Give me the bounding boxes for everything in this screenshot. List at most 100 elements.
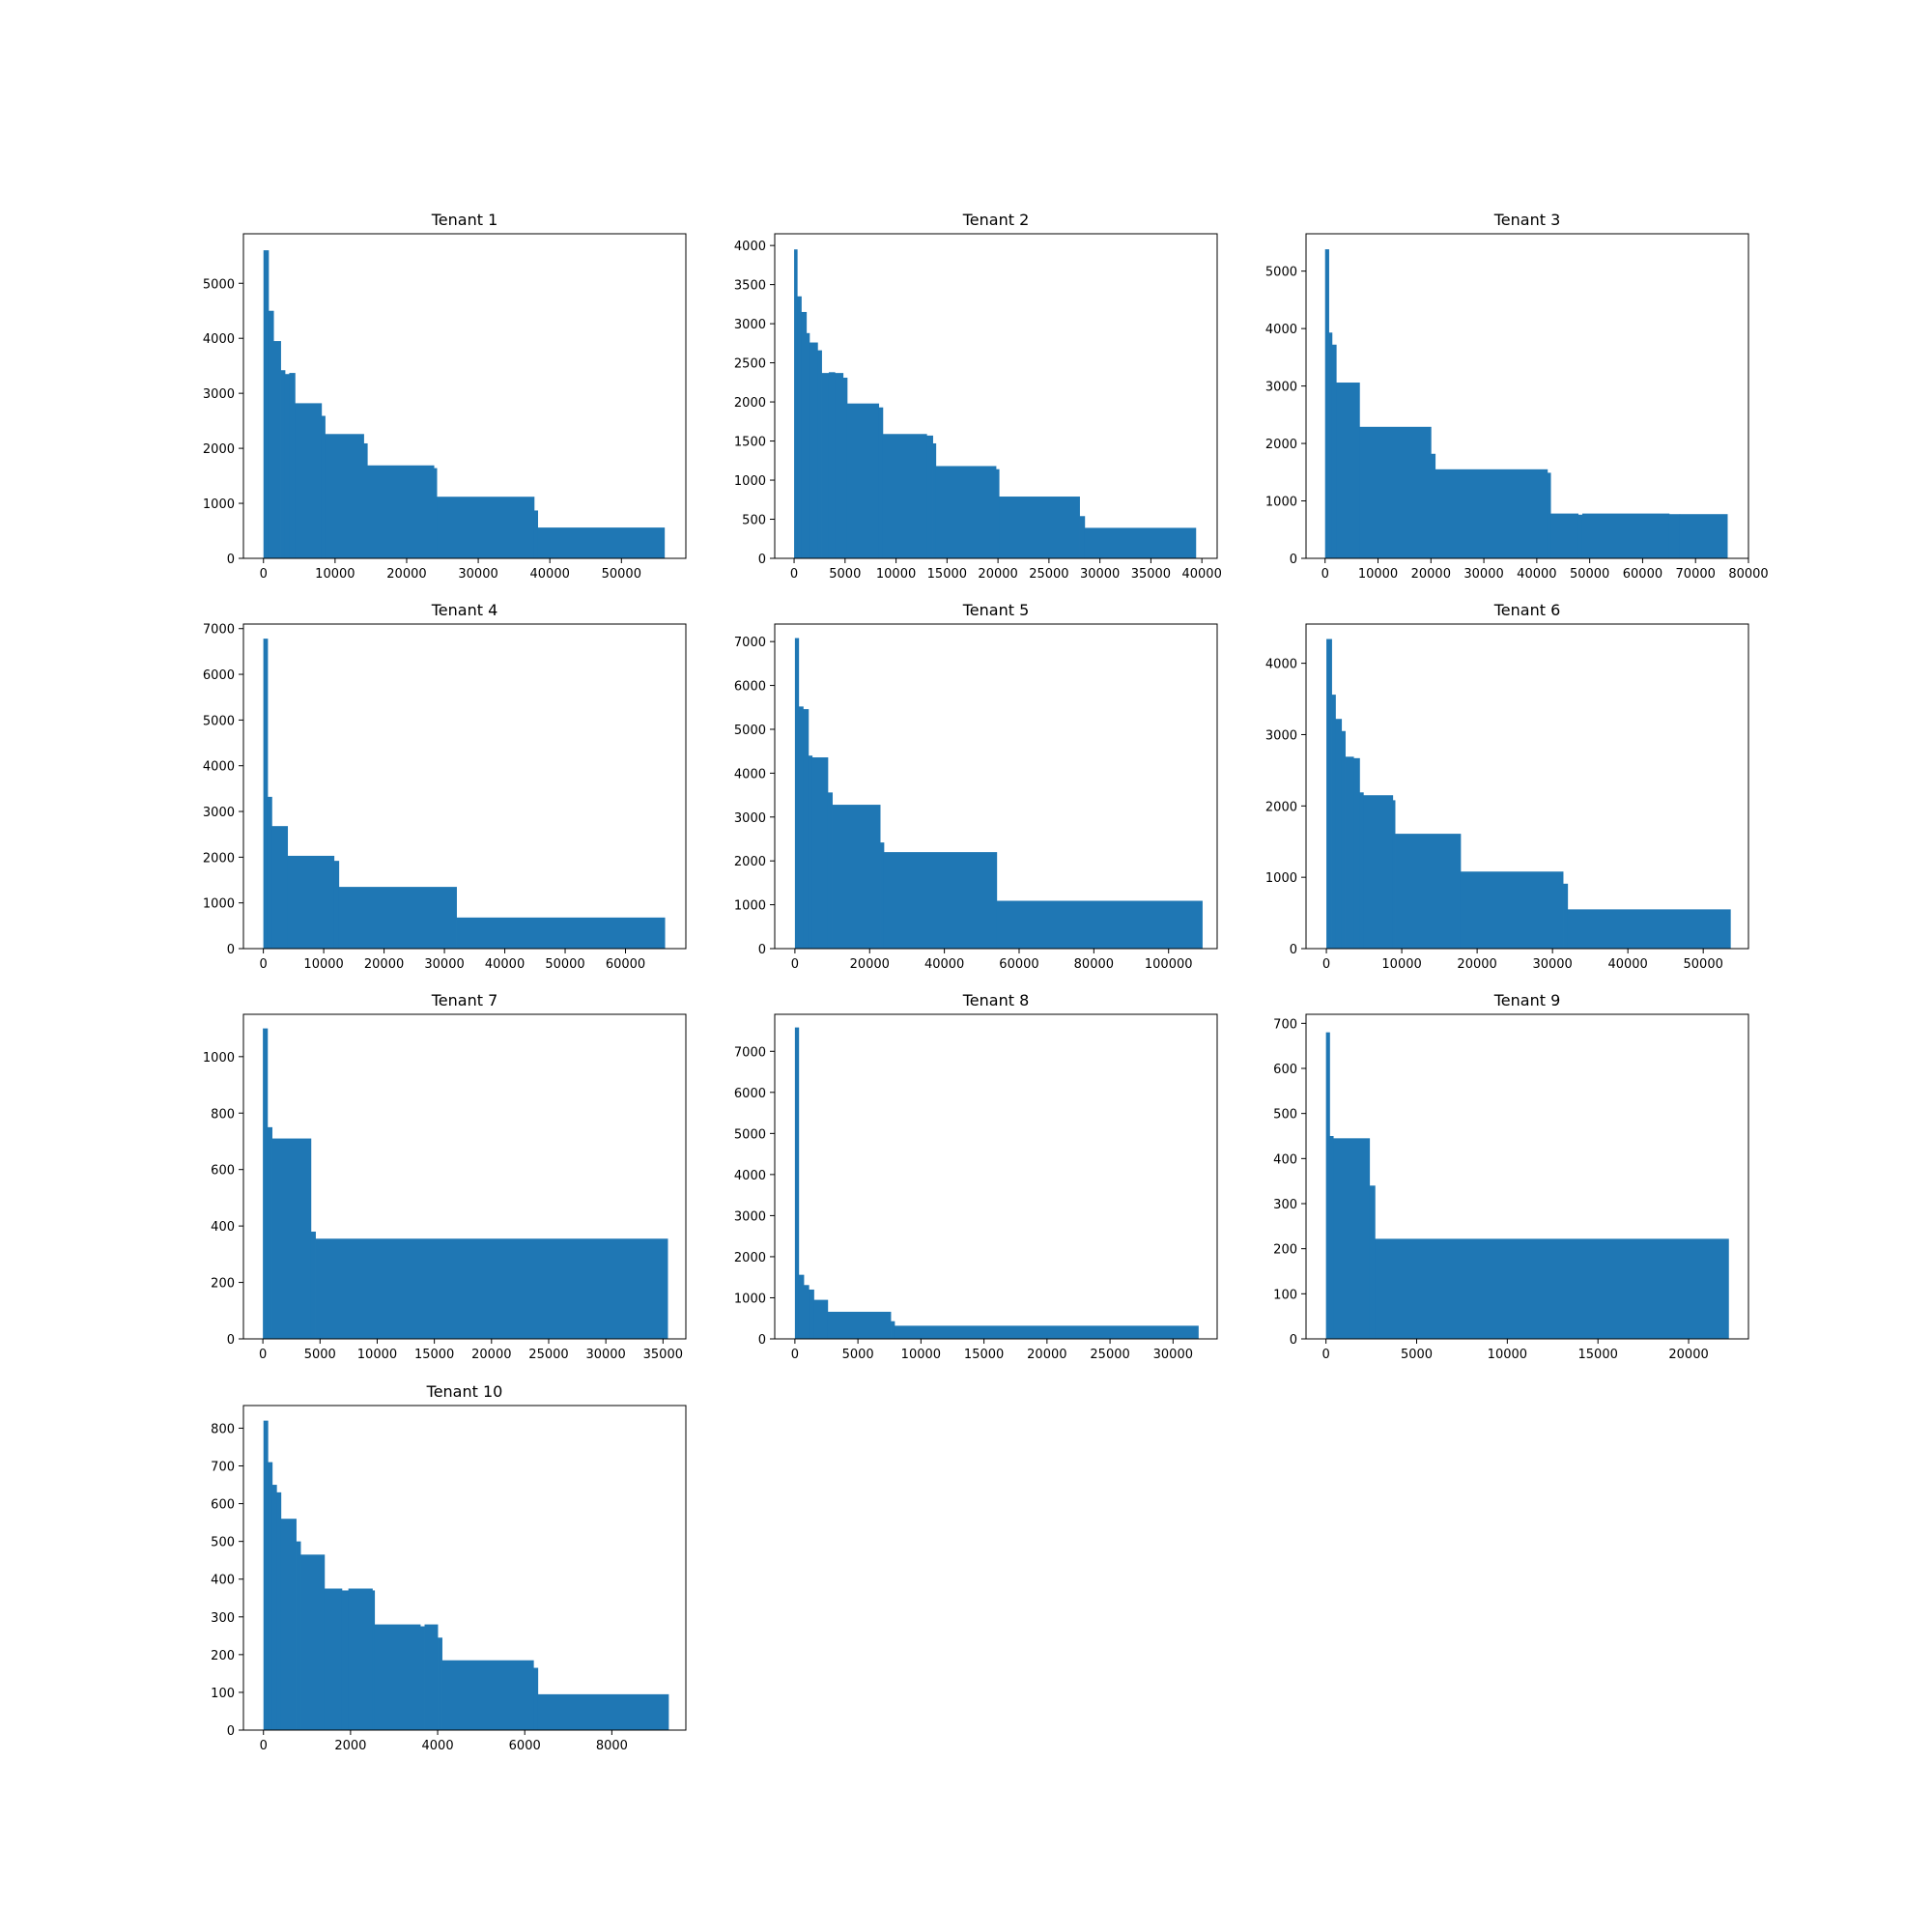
histogram-bar [1325, 1032, 1330, 1339]
histogram-bar [1353, 757, 1360, 949]
y-tick-label: 600 [1273, 1063, 1297, 1077]
x-tick-label: 30000 [1153, 1348, 1193, 1362]
y-tick-label: 4000 [734, 240, 766, 254]
histogram-bar [263, 639, 269, 949]
histogram-bar [1547, 472, 1551, 558]
x-tick-label: 5000 [1401, 1348, 1433, 1362]
y-tick-label: 3000 [203, 387, 235, 402]
bars [263, 1028, 668, 1339]
histogram-bar [1392, 800, 1396, 949]
x-tick-label: 5000 [842, 1348, 874, 1362]
histogram-bar [374, 1624, 421, 1730]
histogram-bar [263, 250, 270, 558]
histogram-bar [424, 1624, 439, 1730]
x-tick-label: 30000 [1463, 567, 1503, 582]
x-tick-label: 0 [1321, 567, 1329, 582]
x-tick-label: 30000 [458, 567, 497, 582]
y-tick-label: 4000 [734, 1169, 766, 1183]
bars [794, 1027, 1199, 1339]
x-tick-label: 20000 [850, 957, 890, 972]
histogram-bar [1581, 513, 1670, 558]
y-tick-label: 2000 [1265, 438, 1297, 452]
x-tick-label: 6000 [509, 1739, 541, 1753]
x-tick-label: 15000 [964, 1348, 1004, 1362]
x-tick-label: 25000 [528, 1348, 568, 1362]
histogram-bar [1336, 383, 1360, 558]
y-tick-label: 5000 [1265, 266, 1297, 280]
subplot-title: Tenant 7 [431, 991, 498, 1009]
x-tick-label: 0 [1322, 1348, 1330, 1362]
histogram-bar [821, 373, 830, 558]
axes-frame [1305, 233, 1749, 559]
histogram-bar [267, 796, 272, 949]
y-tick-label: 5000 [734, 1127, 766, 1142]
y-tick-label: 2000 [203, 442, 235, 457]
y-tick-label: 1500 [734, 436, 766, 450]
histogram-bar [325, 434, 364, 558]
bars [1325, 1032, 1729, 1339]
x-tick-label: 20000 [471, 1348, 511, 1362]
axes-frame [774, 1013, 1218, 1340]
subplot-title: Tenant 1 [431, 211, 498, 229]
histogram-bar [880, 842, 885, 949]
x-tick-label: 15000 [414, 1348, 454, 1362]
histogram-bar [804, 1285, 810, 1339]
histogram-bar [827, 792, 833, 949]
histogram-bar [1375, 1238, 1729, 1339]
y-tick-label: 1000 [734, 1292, 766, 1306]
y-tick-label: 200 [211, 1649, 235, 1663]
x-tick-label: 30000 [1080, 567, 1120, 582]
y-tick-label: 1000 [203, 497, 235, 512]
y-tick-label: 2000 [734, 855, 766, 869]
x-tick-label: 5000 [829, 567, 861, 582]
x-tick-label: 0 [1322, 957, 1330, 972]
histogram-bar [999, 497, 1080, 558]
y-tick-label: 300 [1273, 1198, 1297, 1212]
histogram-bar [809, 342, 818, 558]
histogram-bar [341, 1590, 350, 1730]
x-tick-label: 80000 [1074, 957, 1114, 972]
y-tick-label: 1000 [734, 474, 766, 489]
x-tick-label: 40000 [485, 957, 525, 972]
subplot-tenant-3: Tenant 30 10000 20000 30000 40000 50000 60000 7… [1265, 211, 1769, 582]
histogram-bar [1331, 695, 1336, 949]
histogram-bar [456, 917, 666, 949]
y-tick-label: 0 [227, 943, 235, 957]
y-tick-label: 0 [1290, 943, 1297, 957]
histogram-bar [315, 1238, 668, 1339]
x-tick-label: 5000 [304, 1348, 336, 1362]
histogram-bar [842, 377, 848, 558]
histogram-bar [537, 527, 666, 558]
subplot-tenant-4: Tenant 4 0 10000 20000 30000 40000 50000 60000 0… [203, 601, 687, 972]
subplot-title: Tenant 3 [1493, 211, 1561, 229]
y-tick-label: 200 [1273, 1243, 1297, 1258]
y-tick-label: 200 [211, 1277, 235, 1292]
axes-frame [774, 623, 1218, 950]
x-tick-label: 20000 [364, 957, 404, 972]
histogram-bar [1331, 344, 1337, 558]
histogram-bar [827, 1311, 892, 1339]
x-tick-label: 60000 [1623, 567, 1662, 582]
x-tick-label: 40000 [530, 567, 570, 582]
histogram-bar [882, 434, 927, 558]
histogram-bar [1567, 909, 1731, 949]
y-tick-label: 0 [758, 1333, 766, 1348]
x-tick-label: 10000 [315, 567, 355, 582]
x-tick-label: 10000 [901, 1348, 941, 1362]
histogram-bar [828, 372, 836, 558]
subplot-tenant-8: Tenant 8 0 5000 10000 15000 20000 25000 30000 0 1… [734, 991, 1218, 1362]
y-tick-label: 0 [227, 1333, 235, 1348]
y-tick-label: 800 [211, 1422, 235, 1436]
y-tick-label: 0 [758, 553, 766, 567]
x-tick-label: 25000 [1029, 567, 1068, 582]
histogram-bar [1435, 469, 1548, 558]
y-tick-label: 3000 [203, 806, 235, 820]
y-tick-label: 7000 [203, 623, 235, 638]
y-tick-label: 600 [211, 1164, 235, 1179]
histogram-bar [813, 1299, 829, 1339]
histogram-bar [268, 1462, 273, 1730]
x-tick-label: 20000 [1457, 957, 1496, 972]
bars [794, 249, 1197, 558]
histogram-bar [1333, 1138, 1371, 1339]
histogram-bar [333, 861, 340, 949]
